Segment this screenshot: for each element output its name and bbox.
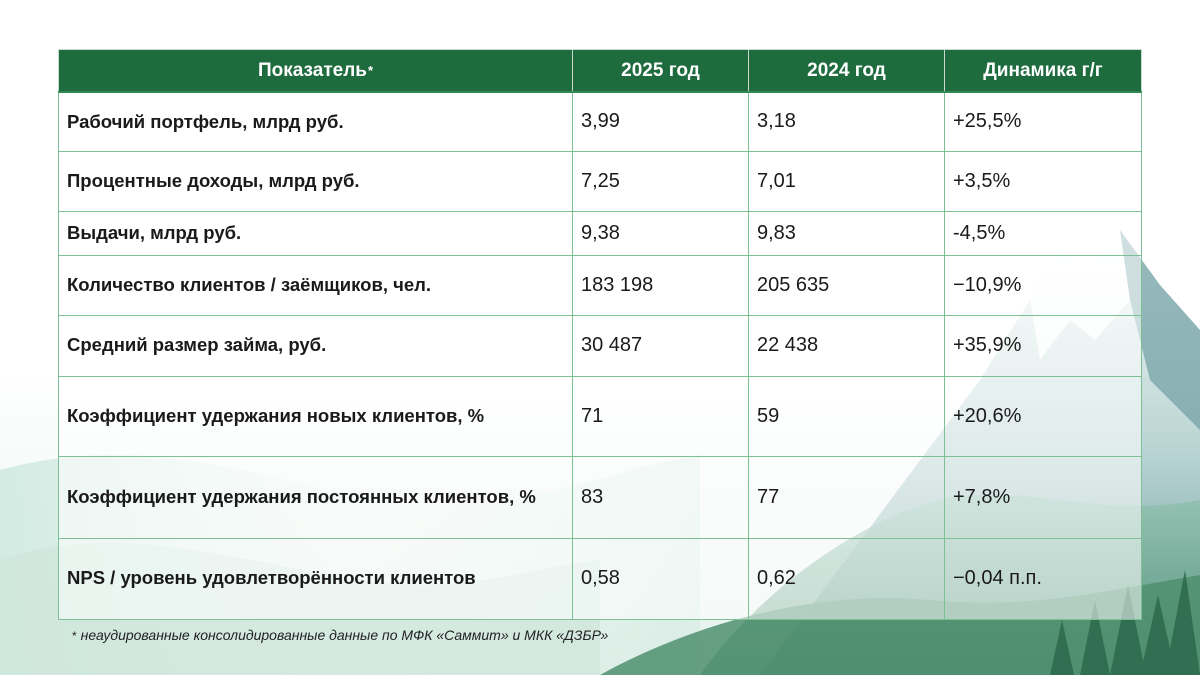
table-row: Процентные доходы, млрд руб. 7,25 7,01 +… [58,150,1142,212]
header-2025: 2025 год [572,49,749,93]
cell-2025: 71 [572,375,749,457]
cell-2025: 3,99 [572,91,749,152]
header-indicator-label: Показатель [257,59,367,81]
header-dynamics: Динамика г/г [944,49,1142,93]
table-row: NPS / уровень удовлетворённости клиентов… [58,537,1142,620]
row-label: Количество клиентов / заёмщиков, чел. [58,254,573,316]
cell-2024: 59 [748,375,945,457]
cell-2024: 7,01 [748,150,945,212]
footnote: * неаудированные консолидированные данные… [72,627,608,643]
row-label: Процентные доходы, млрд руб. [58,150,573,212]
table-row: Коэффициент удержания новых клиентов, % … [58,375,1142,457]
cell-dynamics: −10,9% [944,254,1142,316]
table-row: Рабочий портфель, млрд руб. 3,99 3,18 +2… [58,91,1142,152]
header-2024: 2024 год [748,49,945,93]
cell-2025: 7,25 [572,150,749,212]
cell-dynamics: -4,5% [944,210,1142,256]
kpi-table: Показатель* 2025 год 2024 год Динамика г… [58,49,1142,620]
cell-2024: 0,62 [748,537,945,620]
cell-dynamics: +20,6% [944,375,1142,457]
cell-dynamics: +3,5% [944,150,1142,212]
row-label: Выдачи, млрд руб. [58,210,573,256]
cell-2025: 9,38 [572,210,749,256]
footnote-mark: * [72,629,77,643]
cell-2024: 205 635 [748,254,945,316]
cell-dynamics: +35,9% [944,314,1142,377]
row-label: Коэффициент удержания постоянных клиенто… [58,455,573,539]
cell-2024: 22 438 [748,314,945,377]
table-row: Выдачи, млрд руб. 9,38 9,83 -4,5% [58,210,1142,256]
footnote-text: неаудированные консолидированные данные … [80,627,609,643]
row-label: Коэффициент удержания новых клиентов, % [58,375,573,457]
kpi-table-container: Показатель* 2025 год 2024 год Динамика г… [58,49,1142,620]
cell-2025: 0,58 [572,537,749,620]
table-row: Количество клиентов / заёмщиков, чел. 18… [58,254,1142,316]
cell-2025: 83 [572,455,749,539]
row-label: NPS / уровень удовлетворённости клиентов [58,537,573,620]
cell-2024: 3,18 [748,91,945,152]
table-row: Средний размер займа, руб. 30 487 22 438… [58,314,1142,377]
cell-dynamics: +25,5% [944,91,1142,152]
cell-dynamics: −0,04 п.п. [944,537,1142,620]
table-row: Коэффициент удержания постоянных клиенто… [58,455,1142,539]
cell-2025: 183 198 [572,254,749,316]
cell-dynamics: +7,8% [944,455,1142,539]
row-label: Средний размер займа, руб. [58,314,573,377]
cell-2024: 9,83 [748,210,945,256]
cell-2024: 77 [748,455,945,539]
header-indicator: Показатель* [58,49,573,93]
header-footnote-mark: * [367,62,373,78]
cell-2025: 30 487 [572,314,749,377]
row-label: Рабочий портфель, млрд руб. [58,91,573,152]
table-header-row: Показатель* 2025 год 2024 год Динамика г… [58,49,1142,93]
